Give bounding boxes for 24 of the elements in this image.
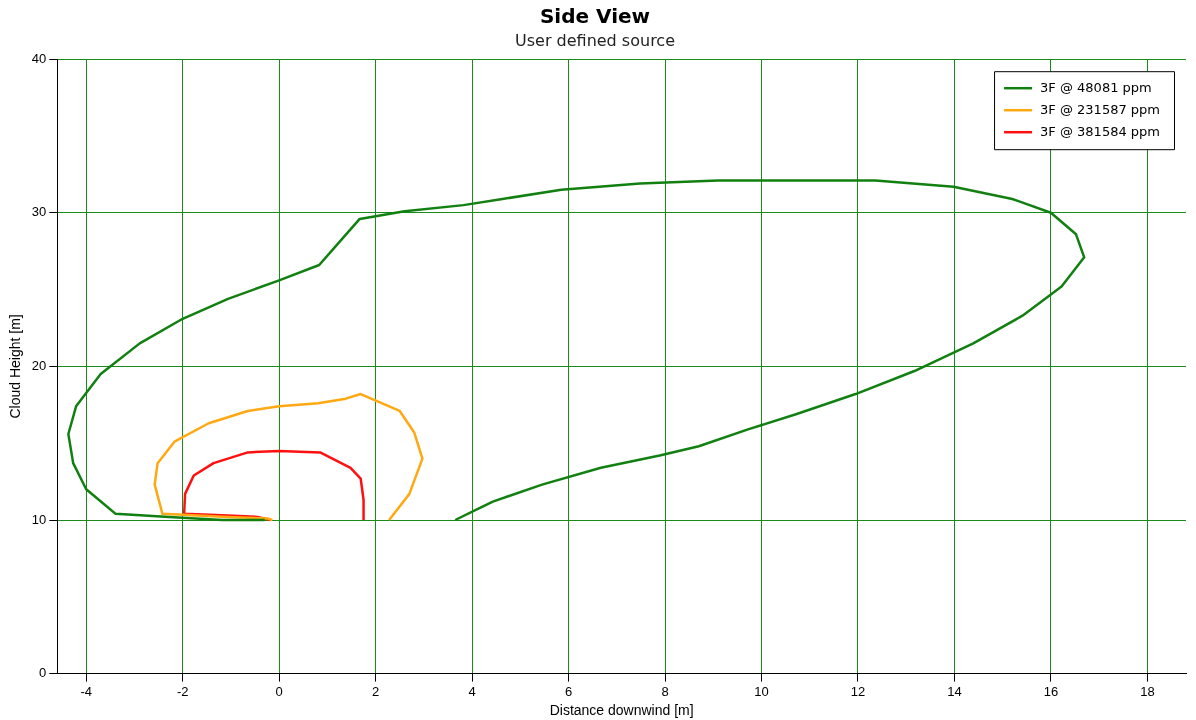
- x-tick-label: 8: [661, 683, 669, 699]
- y-tick-label: 30: [31, 204, 47, 220]
- legend-label: 3F @ 381584 ppm: [1040, 123, 1161, 139]
- y-axis-title: Cloud Height [m]: [7, 314, 24, 419]
- x-tick-label: 10: [754, 683, 769, 699]
- x-tick-label: 0: [275, 683, 283, 699]
- legend-label: 3F @ 231587 ppm: [1040, 101, 1161, 117]
- y-tick-label: 20: [31, 357, 47, 373]
- chart-title: Side View: [539, 4, 651, 29]
- x-tick-label: -2: [176, 683, 189, 699]
- x-tick-label: 2: [372, 683, 380, 699]
- x-tick-label: 6: [564, 683, 573, 699]
- x-axis-title: Distance downwind [m]: [549, 702, 694, 719]
- x-tick-label: 12: [850, 683, 866, 699]
- x-tick-label: -4: [80, 683, 92, 699]
- x-tick-label: 14: [947, 683, 962, 699]
- y-tick-label: 10: [31, 511, 47, 527]
- y-tick-label: 0: [39, 665, 47, 681]
- chart-subtitle: User defined source: [515, 30, 675, 50]
- y-tick-label: 40: [31, 50, 47, 66]
- x-tick-label: 4: [468, 683, 476, 699]
- x-tick-label: 16: [1043, 683, 1059, 699]
- x-tick-label: 18: [1140, 683, 1155, 699]
- legend-label: 3F @ 48081 ppm: [1040, 79, 1152, 95]
